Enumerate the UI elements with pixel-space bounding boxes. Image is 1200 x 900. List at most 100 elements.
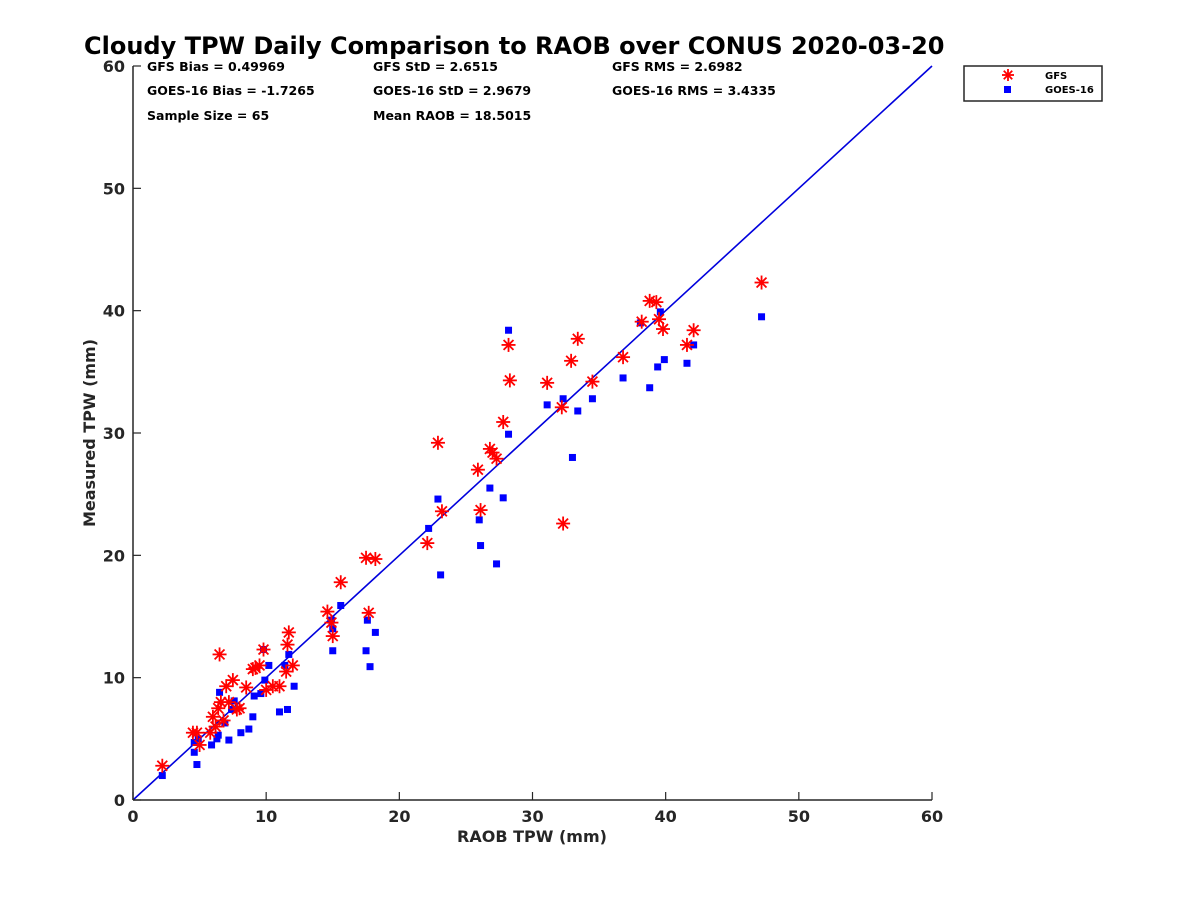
gfs-point	[324, 615, 339, 630]
goes16-point	[194, 735, 202, 743]
goes16-point	[646, 384, 654, 392]
gfs-point	[489, 451, 504, 466]
y-axis-ticks: 0 10 20 30 40 50 60	[103, 57, 141, 810]
goes16-point	[290, 682, 298, 690]
legend-gfs-asterisk	[1002, 69, 1014, 81]
stat-gfs-bias: GFS Bias = 0.49969	[147, 59, 285, 74]
gfs-point	[280, 637, 295, 652]
goes16-point	[275, 708, 283, 716]
stat-gfs-std: GFS StD = 2.6515	[373, 59, 498, 74]
goes16-point	[505, 326, 513, 334]
goes16-point	[543, 401, 551, 409]
gfs-point	[473, 503, 488, 518]
stat-goes-std: GOES-16 StD = 2.9679	[373, 83, 531, 98]
gfs-point	[434, 504, 449, 519]
goes16-point	[493, 560, 501, 568]
gfs-point	[570, 331, 585, 346]
gfs-point	[554, 400, 569, 415]
gfs-point	[216, 713, 231, 728]
legend-box	[963, 65, 1103, 102]
goes16-point	[208, 741, 216, 749]
identity-line	[132, 65, 933, 801]
y-tick-label: 50	[103, 179, 125, 198]
goes16-point	[434, 495, 442, 503]
gfs-point	[616, 350, 631, 365]
gfs-point	[679, 337, 694, 352]
gfs-point	[430, 435, 445, 450]
goes16-point	[190, 748, 198, 756]
data-marks	[132, 65, 933, 801]
gfs-point	[564, 353, 579, 368]
gfs-point	[205, 709, 220, 724]
gfs-point	[556, 516, 571, 531]
goes16-point	[193, 761, 201, 769]
gfs-point	[212, 647, 227, 662]
gfs-point	[585, 374, 600, 389]
x-tick-label: 20	[388, 807, 410, 826]
x-tick-label: 10	[255, 807, 277, 826]
goes16-point	[281, 661, 289, 669]
stat-gfs-rms: GFS RMS = 2.6982	[612, 59, 743, 74]
gfs-point	[754, 275, 769, 290]
gfs-point	[221, 695, 236, 710]
gfs-point	[649, 295, 664, 310]
chart-title: Cloudy TPW Daily Comparison to RAOB over…	[84, 32, 944, 60]
gfs-point	[239, 680, 254, 695]
goes16-point	[654, 363, 662, 371]
gfs-point	[540, 375, 555, 390]
goes16-point	[363, 616, 371, 624]
goes16-point	[660, 356, 668, 364]
gfs-point	[320, 604, 335, 619]
goes16-point	[499, 494, 507, 502]
goes16-point	[261, 676, 269, 684]
goes16-point	[250, 692, 258, 700]
legend-goes16-marker	[1004, 86, 1011, 93]
x-axis-label: RAOB TPW (mm)	[457, 827, 607, 846]
gfs-point	[285, 658, 300, 673]
goes16-point	[425, 524, 433, 532]
goes16-point	[329, 647, 337, 655]
gfs-point	[232, 701, 247, 716]
gfs-point	[189, 725, 204, 740]
goes16-point	[656, 308, 664, 316]
goes16-point	[568, 453, 576, 461]
x-tick-label: 40	[655, 807, 677, 826]
x-tick-label: 0	[127, 807, 138, 826]
gfs-point	[279, 664, 294, 679]
gfs-point	[225, 673, 240, 688]
goes16-point	[283, 705, 291, 713]
stat-mean-raob: Mean RAOB = 18.5015	[373, 108, 531, 123]
goes16-point	[683, 359, 691, 367]
y-tick-label: 40	[103, 302, 125, 321]
goes16-point	[225, 736, 233, 744]
gfs-point	[686, 323, 701, 338]
gfs-point	[252, 658, 267, 673]
gfs-point	[496, 414, 511, 429]
goes16-point	[265, 661, 273, 669]
goes16-point	[758, 313, 766, 321]
gfs-point	[272, 679, 287, 694]
gfs-point	[502, 373, 517, 388]
stat-goes-bias: GOES-16 Bias = -1.7265	[147, 83, 315, 98]
gfs-point	[361, 605, 376, 620]
y-tick-label: 30	[103, 424, 125, 443]
gfs-point	[325, 629, 340, 644]
y-tick-label: 60	[103, 57, 125, 76]
goes16-point	[337, 601, 345, 609]
goes16-point	[362, 647, 370, 655]
stat-goes-rms: GOES-16 RMS = 3.4335	[612, 83, 776, 98]
gfs-point	[256, 642, 271, 657]
goes16-point	[559, 395, 567, 403]
gfs-point	[333, 575, 348, 590]
stat-sample-size: Sample Size = 65	[147, 108, 269, 123]
goes16-point	[245, 725, 253, 733]
gfs-point	[656, 322, 671, 337]
gfs-point	[192, 737, 207, 752]
goes16-point	[257, 690, 265, 698]
goes16-point	[329, 625, 337, 633]
goes16-point	[505, 430, 513, 438]
goes16-point	[366, 663, 374, 671]
goes16-point	[486, 484, 494, 492]
gfs-point	[368, 552, 383, 567]
goes16-point	[437, 571, 445, 579]
